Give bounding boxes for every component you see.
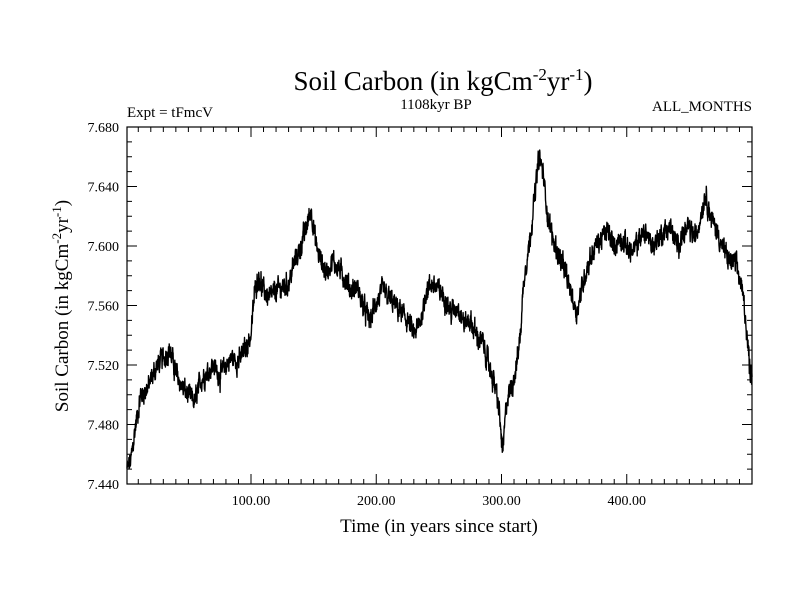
soil-carbon-series-line xyxy=(126,149,753,470)
y-tick-label: 7.600 xyxy=(88,240,120,255)
plot-frame xyxy=(126,126,753,485)
x-axis-title: Time (in years since start) xyxy=(340,516,538,537)
y-tick-label: 7.680 xyxy=(88,121,120,136)
y-tick-label: 7.560 xyxy=(88,300,120,315)
chart-title: Soil Carbon (in kgCm-2yr-1) xyxy=(293,65,592,96)
subtitle-left: Expt = tFmcV xyxy=(127,105,213,121)
y-axis-title: Soil Carbon (in kgCm-2yr-1) xyxy=(49,200,73,412)
x-tick-label: 400.00 xyxy=(607,494,646,509)
y-tick-label: 7.440 xyxy=(88,478,120,493)
y-tick-label: 7.520 xyxy=(88,359,120,374)
subtitle-center: 1108kyr BP xyxy=(400,97,472,113)
x-tick-label: 200.00 xyxy=(357,494,396,509)
y-tick-label: 7.640 xyxy=(88,181,120,196)
axis-ticks xyxy=(127,126,752,485)
axis-tick-labels: 100.00 200.00 300.00 400.00 7.440 7.480 7.520 7… xyxy=(88,121,646,509)
x-tick-label: 300.00 xyxy=(482,494,521,509)
x-tick-label: 100.00 xyxy=(232,494,271,509)
subtitle-right: ALL_MONTHS xyxy=(652,99,752,115)
y-tick-label: 7.480 xyxy=(88,419,120,434)
